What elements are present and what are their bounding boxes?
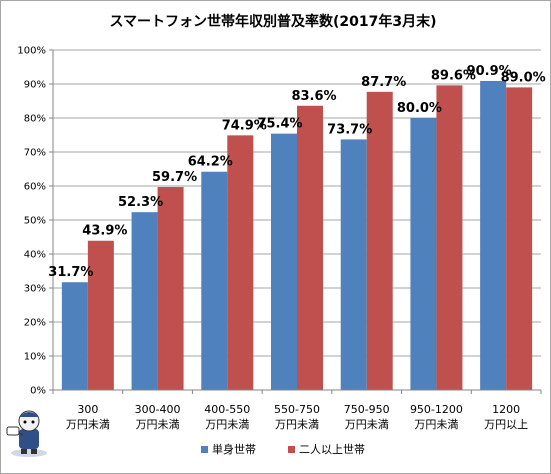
x-tick-label: 950-1200 <box>410 403 463 416</box>
data-label: 43.9% <box>82 224 127 239</box>
x-tick-label: 550-750 <box>274 403 320 416</box>
data-label: 75.4% <box>257 117 302 132</box>
y-tick-label: 60% <box>24 182 46 193</box>
data-label: 83.6% <box>291 89 336 104</box>
data-label: 52.3% <box>118 195 163 210</box>
bar-single <box>131 212 158 390</box>
mascot-icon <box>6 410 47 457</box>
bar-single <box>480 80 507 390</box>
y-tick-label: 70% <box>24 148 46 159</box>
x-tick-label: 万円以上 <box>484 418 528 431</box>
y-tick-label: 80% <box>24 114 46 125</box>
x-tick-label: 万円未満 <box>136 418 180 431</box>
x-axis: 300 万円未満 300-400 万円未満 400-550 万円未満 550-750 万円未満… <box>52 389 542 431</box>
data-label: 31.7% <box>48 265 93 280</box>
data-label: 87.7% <box>361 75 406 90</box>
data-label: 74.9% <box>222 118 267 133</box>
bar-multi <box>87 240 114 390</box>
legend-swatch <box>201 446 208 453</box>
data-label: 89.0% <box>501 70 546 85</box>
x-tick-label: 万円未満 <box>275 418 319 431</box>
bar-multi <box>366 91 393 390</box>
data-label: 73.7% <box>327 122 372 137</box>
data-label: 64.2% <box>188 155 233 170</box>
bars <box>61 80 533 391</box>
x-tick-label: 万円未満 <box>66 418 110 431</box>
x-tick-label: 400-550 <box>204 403 250 416</box>
data-labels: 31.7% 43.9% 52.3% 59.7%64.2% 74.9%75.4% 83.6%… <box>48 64 545 280</box>
y-tick-label: 30% <box>24 284 46 295</box>
x-tick-label: 300 <box>77 403 98 416</box>
bar-multi <box>157 187 184 390</box>
x-tick-label: 750-950 <box>344 403 390 416</box>
x-tick-label: 万円未満 <box>345 418 389 431</box>
x-tick-label: 万円未満 <box>205 418 249 431</box>
y-tick-label: 40% <box>24 250 46 261</box>
y-tick-label: 10% <box>24 352 46 363</box>
y-tick-label: 90% <box>24 80 46 91</box>
y-tick-label: 100% <box>17 46 46 57</box>
bar-multi <box>227 135 254 390</box>
bar-single <box>340 139 367 390</box>
x-tick-label: 1200 <box>492 403 520 416</box>
x-tick-label: 300-400 <box>135 403 181 416</box>
bar-single <box>201 171 228 390</box>
legend: 単身世帯 二人以上世帯 <box>201 442 365 456</box>
data-label: 89.6% <box>431 68 476 83</box>
bar-multi <box>297 105 323 390</box>
bar-single <box>271 133 297 390</box>
y-axis: 0% 10% 20% 30% 40% 50% 60% 70% 80% 90% 100% <box>17 46 54 397</box>
legend-label: 二人以上世帯 <box>299 443 365 456</box>
y-tick-label: 0% <box>30 386 46 397</box>
bar-single <box>410 118 437 390</box>
data-label: 90.9% <box>467 64 512 79</box>
chart-title: スマートフォン世帯年収別普及率数(2017年3月末) <box>109 13 436 30</box>
y-tick-label: 20% <box>24 318 46 329</box>
legend-label: 単身世帯 <box>212 442 256 456</box>
data-label: 80.0% <box>397 101 442 116</box>
bar-multi <box>436 85 463 391</box>
bar-multi <box>506 87 533 391</box>
y-tick-label: 50% <box>24 216 46 227</box>
bar-single <box>61 282 88 390</box>
x-tick-label: 万円未満 <box>414 418 458 431</box>
data-label: 59.7% <box>152 170 197 185</box>
legend-swatch <box>288 446 295 453</box>
